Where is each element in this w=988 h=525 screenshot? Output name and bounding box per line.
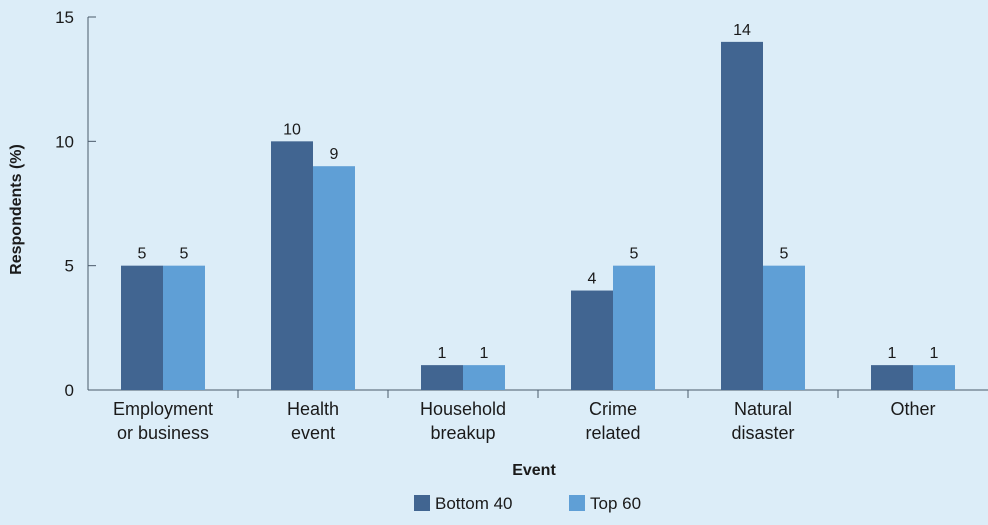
data-label: 5 [180, 246, 189, 263]
data-label: 1 [930, 345, 939, 362]
data-label: 5 [780, 246, 789, 263]
data-label: 9 [330, 146, 339, 163]
category-label: Natural [734, 399, 792, 419]
category-label: Employment [113, 399, 213, 419]
data-label: 10 [283, 121, 301, 138]
bar-top-60 [463, 365, 505, 390]
category-label: or business [117, 423, 209, 443]
bar-bottom-40 [571, 290, 613, 390]
bar-bottom-40 [721, 41, 763, 390]
bar-top-60 [163, 265, 205, 390]
category-label: Crime [589, 399, 637, 419]
bar-top-60 [613, 265, 655, 390]
y-tick-label: 15 [55, 8, 74, 27]
category-label: related [585, 423, 640, 443]
y-tick-label: 10 [55, 132, 74, 151]
category-label: Health [287, 399, 339, 419]
bar-bottom-40 [271, 141, 313, 390]
bar-bottom-40 [421, 365, 463, 390]
data-label: 1 [438, 345, 447, 362]
category-label: Other [890, 399, 935, 419]
bar-top-60 [913, 365, 955, 390]
bar-top-60 [763, 265, 805, 390]
bar-bottom-40 [871, 365, 913, 390]
legend-label: Bottom 40 [435, 494, 513, 513]
legend-label: Top 60 [590, 494, 641, 513]
y-axis-title: Respondents (%) [8, 144, 25, 275]
data-label: 14 [733, 22, 751, 39]
data-label: 5 [630, 246, 639, 263]
bar-bottom-40 [121, 265, 163, 390]
data-label: 1 [480, 345, 489, 362]
legend-swatch-top-60 [569, 495, 585, 511]
category-label: disaster [731, 423, 794, 443]
category-label: breakup [430, 423, 495, 443]
category-label: event [291, 423, 335, 443]
x-axis-title: Event [512, 462, 556, 479]
y-tick-label: 0 [65, 381, 74, 400]
category-label: Household [420, 399, 506, 419]
legend-swatch-bottom-40 [414, 495, 430, 511]
data-label: 1 [888, 345, 897, 362]
y-tick-label: 5 [65, 257, 74, 276]
data-label: 5 [138, 246, 147, 263]
bar-top-60 [313, 166, 355, 390]
data-label: 4 [588, 271, 597, 288]
